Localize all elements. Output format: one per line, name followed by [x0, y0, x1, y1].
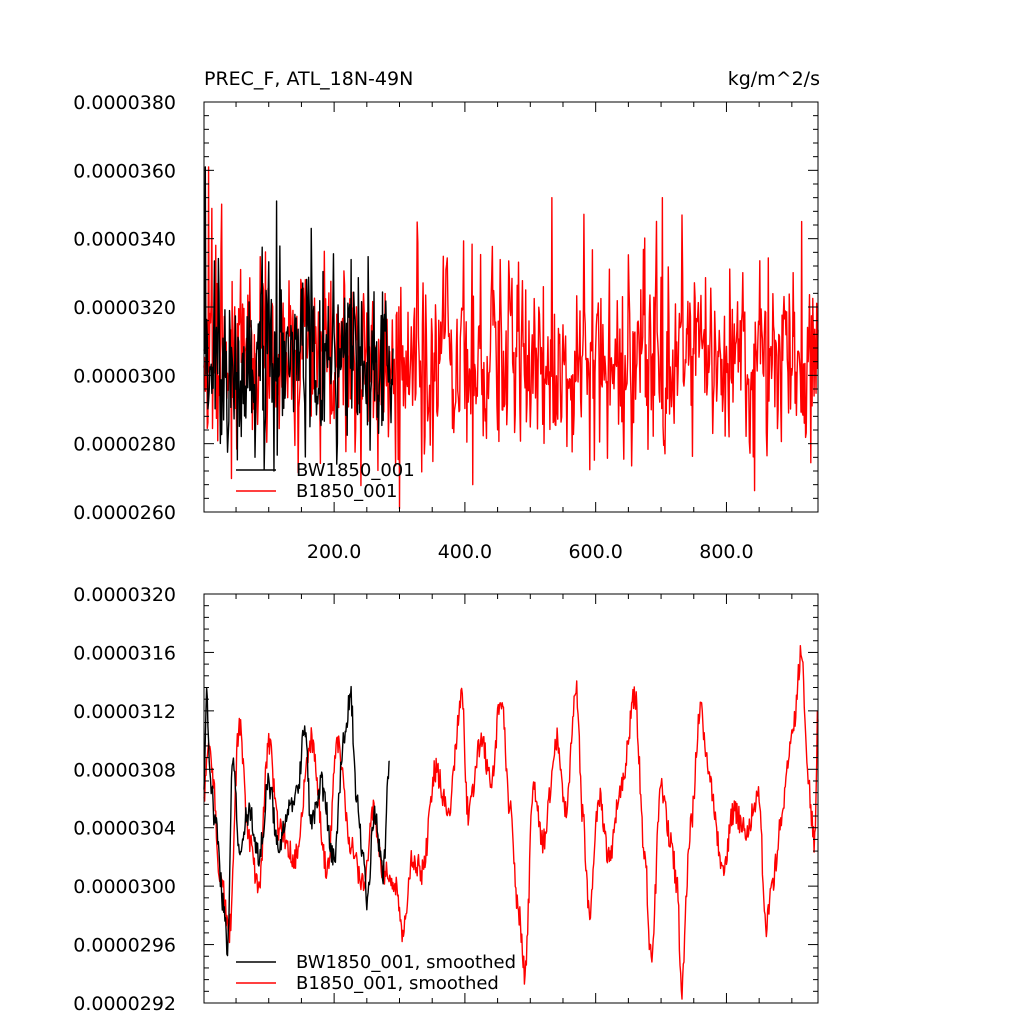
bottom-panel-y-tick-label: 0.0000308 — [73, 759, 176, 781]
bottom-panel-y-tick-label: 0.0000292 — [73, 993, 176, 1015]
top-panel-x-tick-labels: 200.0 400.0 600.0 800.0 — [307, 541, 754, 563]
top-panel-y-tick-label: 0.0000300 — [73, 365, 176, 387]
bottom-panel-y-tick-label: 0.0000316 — [73, 642, 176, 664]
top-panel: PREC_F, ATL_18N-49N kg/m^2/s 0.00002600.… — [73, 68, 820, 563]
top-panel-units: kg/m^2/s — [728, 68, 820, 90]
bottom-panel-legend: BW1850_001, smoothed B1850_001, smoothed — [236, 952, 516, 994]
bottom-panel-y-tick-label: 0.0000296 — [73, 935, 176, 957]
legend-label-b1850-smoothed: B1850_001, smoothed — [296, 973, 499, 994]
bottom-panel: 0.0000292 0.0000296 0.0000300 0.0000304 0.00… — [73, 584, 819, 1015]
bottom-panel-y-tick-label: 0.0000304 — [73, 818, 176, 840]
bottom-panel-series — [203, 645, 819, 1000]
series-line-bw1850-smoothed — [203, 685, 390, 957]
series-line-bw1850 — [203, 166, 394, 472]
top-panel-y-tick-label: 0.0000280 — [73, 434, 176, 456]
bottom-panel-y-tick-labels: 0.0000292 0.0000296 0.0000300 0.0000304 0.00… — [73, 584, 176, 1015]
top-panel-y-tick-label: 0.0000260 — [73, 502, 176, 524]
bottom-panel-frame — [203, 593, 819, 1004]
top-panel-legend: BW1850_001 B1850_001 — [236, 460, 415, 502]
top-panel-series — [203, 166, 819, 510]
top-panel-ticks — [204, 101, 818, 513]
top-panel-y-tick-label: 0.0000380 — [73, 92, 176, 114]
bottom-panel-y-tick-label: 0.0000300 — [73, 876, 176, 898]
series-line-b1850-smoothed — [203, 645, 819, 1000]
bottom-panel-ticks — [204, 593, 818, 1004]
top-panel-y-tick-label: 0.0000340 — [73, 229, 176, 251]
top-panel-x-tick-label: 200.0 — [307, 541, 361, 563]
legend-label-bw1850: BW1850_001 — [296, 460, 415, 481]
top-panel-y-tick-label: 0.0000360 — [73, 160, 176, 182]
top-panel-y-tick-label: 0.0000320 — [73, 297, 176, 319]
top-panel-x-tick-label: 400.0 — [438, 541, 492, 563]
legend-label-bw1850-smoothed: BW1850_001, smoothed — [296, 952, 516, 973]
top-panel-title: PREC_F, ATL_18N-49N — [204, 68, 413, 90]
bottom-panel-y-tick-label: 0.0000320 — [73, 584, 176, 606]
top-panel-x-tick-label: 600.0 — [568, 541, 622, 563]
bottom-panel-y-tick-label: 0.0000312 — [73, 701, 176, 723]
legend-label-b1850: B1850_001 — [296, 481, 398, 502]
top-panel-x-tick-label: 800.0 — [699, 541, 753, 563]
top-panel-y-tick-labels: 0.0000260 0.0000280 0.0000300 0.0000320 0.00… — [73, 92, 176, 524]
